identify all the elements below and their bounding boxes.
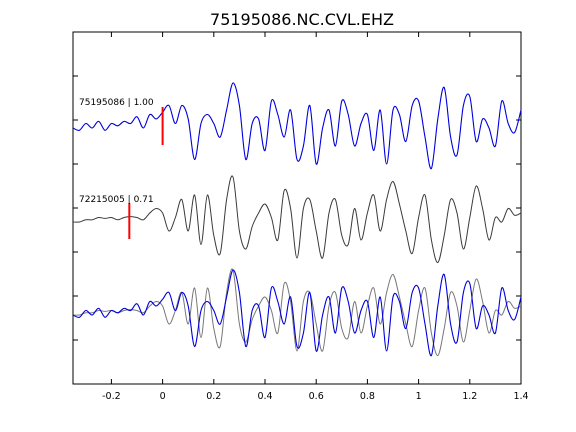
x-ticks: -0.2 0 0.2 0.4 0.6 0.8 1 1.2 1.4 [102,32,529,402]
chart-title: 75195086.NC.CVL.EHZ [210,10,394,29]
x-tick-label: 0.6 [309,391,324,402]
trace-labels: 75195086 | 1.00 72215005 | 0.71 [79,98,154,205]
x-tick-label: -0.2 [102,391,121,402]
plot-frame [72,31,522,385]
trace-label-72215005: 72215005 | 0.71 [79,195,154,205]
x-tick-label: 0.4 [257,391,272,402]
x-tick-label: 0 [160,391,166,402]
x-tick-label: 1.2 [462,391,477,402]
x-tick-label: 0.8 [360,391,375,402]
x-tick-label: 0.2 [206,391,221,402]
trace-72215005 [72,175,522,264]
y-ticks [73,75,521,341]
overlay-trace-75195086 [72,269,522,357]
pick-markers [128,107,164,239]
trace-75195086 [72,82,522,170]
overlay-trace-72215005 [72,268,522,357]
x-tick-label: 1.4 [513,391,528,402]
x-tick-label: 1 [416,391,422,402]
trace-label-75195086: 75195086 | 1.00 [79,98,154,108]
traces [72,82,522,357]
